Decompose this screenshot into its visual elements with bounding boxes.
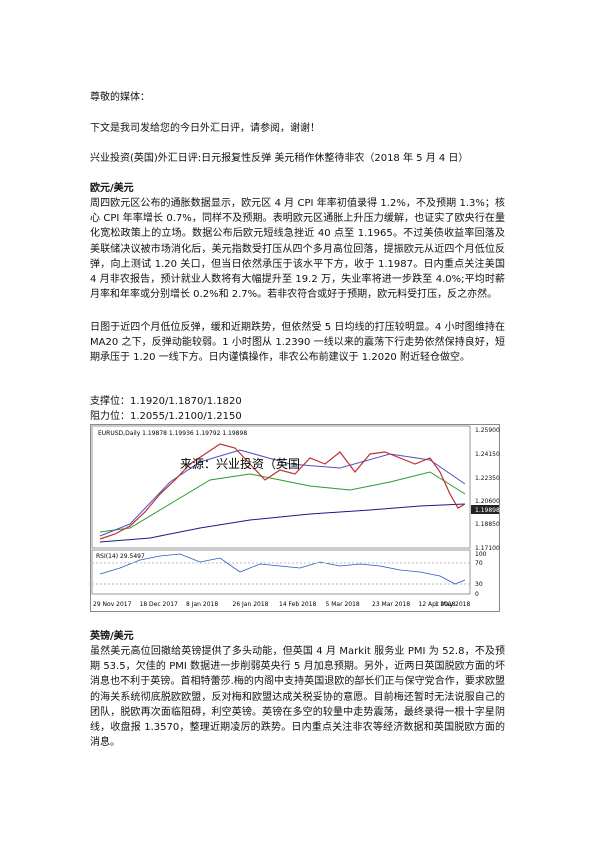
date-label: 8 Jan 2018 bbox=[186, 601, 218, 608]
greeting: 尊敬的媒体： bbox=[90, 92, 150, 103]
resistance: 阻力位：1.2055/1.2100/1.2150 bbox=[90, 411, 242, 422]
rsi-label: 30 bbox=[475, 581, 483, 588]
ma-line bbox=[99, 471, 466, 533]
paragraph: 日图于近四个月低位反弹，缓和近期跌势，但依然受 5 日均线的打压较明显。4 小时… bbox=[90, 322, 505, 364]
date-label: 14 Feb 2018 bbox=[279, 601, 317, 608]
price-chart: EURUSD,Daily 1.19878 1.19936 1.19792 1.1… bbox=[90, 424, 500, 612]
price-label: 1.19898 bbox=[475, 507, 500, 514]
rsi-label: 70 bbox=[475, 560, 483, 567]
date-label: 12 Apr 2018 bbox=[419, 601, 456, 608]
price-line bbox=[99, 443, 466, 540]
paragraph: 周四欧元区公布的通胀数据显示，欧元区 4 月 CPI 年率初值录得 1.2%，不… bbox=[90, 198, 505, 301]
watermark: 来源：兴业投资（英国 bbox=[180, 456, 300, 471]
price-label: 1.17100 bbox=[475, 545, 500, 552]
rsi-label: 0 bbox=[475, 591, 479, 598]
section-heading: 欧元/美元 bbox=[90, 183, 134, 194]
rsi-header: RSI(14) 29.5497 bbox=[96, 553, 145, 560]
date-label: 1 May 2018 bbox=[435, 601, 470, 608]
rsi-line bbox=[99, 553, 466, 585]
price-label: 1.20600 bbox=[475, 498, 500, 505]
ma-line bbox=[99, 449, 466, 537]
intro: 下文是我司发给您的今日外汇日评，请参阅，谢谢！ bbox=[90, 123, 320, 134]
price-label: 1.22350 bbox=[475, 475, 500, 482]
paragraph: 虽然美元高位回撤给英镑提供了多头动能，但英国 4 月 Markit 服务业 PM… bbox=[90, 646, 505, 749]
price-panel bbox=[91, 425, 471, 549]
headline: 兴业投资(英国)外汇日评:日元报复性反弹 美元稍作休整待非农（2018 年 5 … bbox=[90, 153, 469, 164]
ma-line bbox=[99, 503, 466, 543]
price-label: 1.24150 bbox=[475, 451, 500, 458]
price-label: 1.18850 bbox=[475, 521, 500, 528]
rsi-panel bbox=[91, 549, 471, 595]
date-label: 29 Nov 2017 bbox=[93, 601, 132, 608]
date-label: 23 Mar 2018 bbox=[372, 601, 410, 608]
support: 支撑位：1.1920/1.1870/1.1820 bbox=[90, 396, 242, 407]
rsi-label: 100 bbox=[475, 551, 487, 558]
price-label: 1.25900 bbox=[475, 427, 500, 434]
current-price-box bbox=[471, 505, 499, 514]
date-label: 26 Jan 2018 bbox=[233, 601, 269, 608]
date-label: 5 Mar 2018 bbox=[326, 601, 360, 608]
date-label: 18 Dec 2017 bbox=[140, 601, 179, 608]
chart-header: EURUSD,Daily 1.19878 1.19936 1.19792 1.1… bbox=[98, 430, 247, 437]
section-heading: 英镑/美元 bbox=[90, 631, 134, 642]
